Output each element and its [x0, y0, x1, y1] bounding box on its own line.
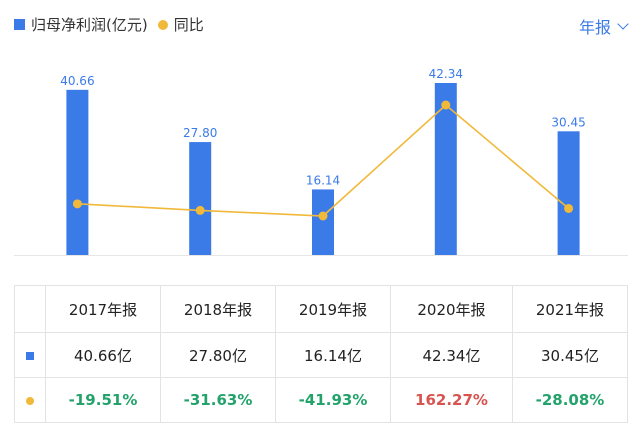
table-header-cell: 2017年报: [45, 285, 161, 333]
bar-label-0: 40.66: [60, 74, 94, 88]
legend-line-marker: [157, 19, 168, 30]
table-cell: 16.14亿: [275, 332, 391, 378]
bar-label-1: 27.80: [183, 126, 217, 140]
legend-series-yoy: 同比: [173, 16, 204, 34]
table-header-cell: 2021年报: [511, 285, 629, 333]
row-marker-cell: [14, 332, 46, 378]
bar-1: [189, 142, 212, 255]
yoy-point-1: [195, 205, 205, 215]
legend-bar-marker: [14, 19, 25, 30]
table-header-cell: 2018年报: [160, 285, 276, 333]
data-table: 2017年报 2018年报 2019年报 2020年报 2021年报 40.66…: [14, 285, 629, 423]
table-header-cell: 2020年报: [390, 285, 513, 333]
bar-2: [312, 189, 334, 255]
table-cell: 162.27%: [390, 377, 513, 423]
bar-label-2: 16.14: [306, 173, 340, 187]
table-cell: 30.45亿: [511, 332, 629, 378]
table-cell: 42.34亿: [390, 332, 513, 378]
bar-3: [434, 83, 457, 255]
row-marker-cell: [14, 377, 46, 423]
table-cell: -28.08%: [511, 377, 629, 423]
period-selector[interactable]: 年报: [578, 14, 629, 38]
chart-legend: 归母净利润(亿元) 同比: [14, 14, 204, 35]
table-cell: 27.80亿: [160, 332, 276, 378]
bar-label-4: 30.45: [551, 115, 585, 129]
yoy-point-2: [318, 211, 328, 221]
chevron-down-icon: [617, 18, 629, 30]
bar-4: [557, 131, 580, 255]
table-corner-cell: [14, 285, 46, 333]
bar-0: [66, 89, 89, 255]
bar-label-3: 42.34: [429, 67, 463, 81]
table-cell: -19.51%: [45, 377, 161, 423]
table-cell: 40.66亿: [45, 332, 161, 378]
table-cell: -41.93%: [275, 377, 391, 423]
period-selector-label: 年报: [578, 18, 611, 37]
table-header-cell: 2019年报: [275, 285, 391, 333]
dot-marker-icon: [26, 397, 34, 405]
table-row-yoy: -19.51% -31.63% -41.93% 162.27% -28.08%: [14, 377, 629, 423]
yoy-point-4: [564, 203, 574, 213]
table-cell: -31.63%: [160, 377, 276, 423]
bar-marker-icon: [26, 352, 34, 360]
table-row-profit: 40.66亿 27.80亿 16.14亿 42.34亿 30.45亿: [14, 332, 629, 378]
yoy-point-0: [72, 199, 82, 209]
yoy-point-3: [441, 100, 451, 110]
table-header-row: 2017年报 2018年报 2019年报 2020年报 2021年报: [14, 285, 629, 333]
profit-chart: 40.66 27.80 16.14 42.34 30.45: [14, 67, 628, 256]
legend-series-profit: 归母净利润(亿元): [31, 16, 148, 34]
